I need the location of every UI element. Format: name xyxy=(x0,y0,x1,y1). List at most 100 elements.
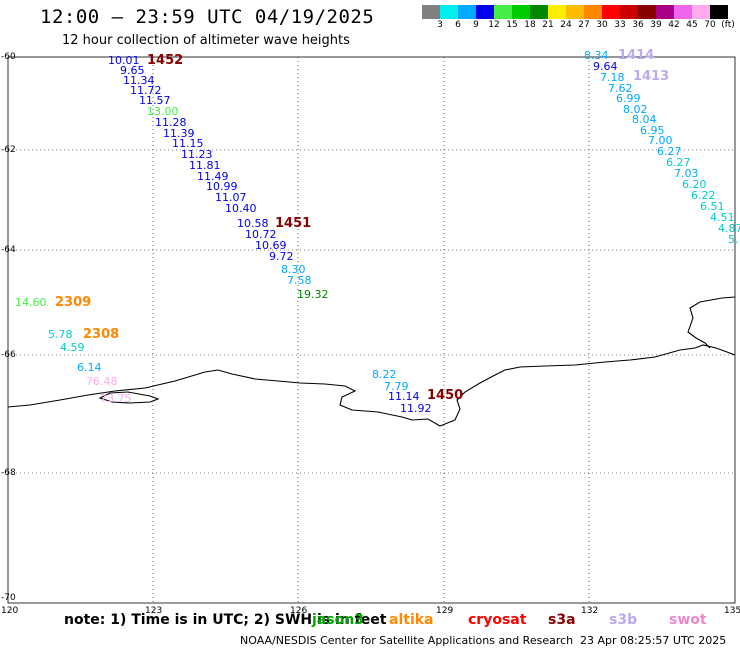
observation: 11.92 xyxy=(400,402,432,415)
observation: 6.27 xyxy=(666,156,691,169)
scale-label: 33 xyxy=(614,20,626,30)
scale-label: 27 xyxy=(578,20,590,30)
scale-swatch xyxy=(602,5,620,19)
observation: 10.01 xyxy=(108,54,140,67)
observation: 13.00 xyxy=(147,105,179,118)
observation: 6.20 xyxy=(682,178,707,191)
map-frame xyxy=(7,56,736,604)
observation: 11.14 xyxy=(388,390,420,403)
observation: 11.34 xyxy=(123,74,155,87)
scale-swatch xyxy=(692,5,710,19)
lon-label: 120 xyxy=(1,606,19,616)
lat-label: -66 xyxy=(1,350,16,360)
legend-jason3: jason3 xyxy=(312,612,364,628)
observation: 5.78 xyxy=(48,328,73,341)
scale-label: 12 xyxy=(488,20,500,30)
lat-label: -68 xyxy=(1,468,16,478)
lat-label: -62 xyxy=(1,145,16,155)
scale-label: 21 xyxy=(542,20,554,30)
observation: 11.23 xyxy=(181,148,213,161)
observation: 6.99 xyxy=(616,92,641,105)
scale-label: 42 xyxy=(668,20,680,30)
observation: 10.58 xyxy=(237,217,269,230)
pass-label: 2308 xyxy=(83,327,120,342)
observation: 11.72 xyxy=(130,84,162,97)
scale-label: 70 xyxy=(704,20,716,30)
scale-swatch xyxy=(422,5,440,19)
scale-swatch xyxy=(674,5,692,19)
scale-label: 15 xyxy=(506,20,518,30)
observation: 6.14 xyxy=(77,361,102,374)
scale-swatch xyxy=(656,5,674,19)
scale-label: (ft) xyxy=(721,20,735,30)
lat-label: -60 xyxy=(1,52,16,62)
lon-label: 135 xyxy=(724,606,740,616)
scale-swatch xyxy=(440,5,458,19)
observation: 8.34 xyxy=(584,49,609,62)
scale-label: 6 xyxy=(455,20,461,30)
observation: 4.51 xyxy=(710,211,735,224)
pass-label: 1451 xyxy=(275,216,312,231)
legend-s3a: s3a xyxy=(548,612,576,628)
scale-swatch xyxy=(530,5,548,19)
lat-label: -64 xyxy=(1,245,16,255)
scale-swatch xyxy=(512,5,530,19)
observation: 7.03 xyxy=(674,167,699,180)
observation: 4.87 xyxy=(718,222,740,235)
observation: 6.95 xyxy=(640,124,665,137)
observation: 7.62 xyxy=(608,82,633,95)
units-note: note: 1) Time is in UTC; 2) SWH is in fe… xyxy=(64,612,387,628)
scale-label: 9 xyxy=(473,20,479,30)
observation: 11.81 xyxy=(189,159,221,172)
page-title: 12:00 — 23:59 UTC 04/19/2025 xyxy=(40,6,375,28)
scale-label: 18 xyxy=(524,20,536,30)
scale-swatch xyxy=(638,5,656,19)
pass-label: 1414 xyxy=(618,48,655,63)
lon-label: 123 xyxy=(145,606,163,616)
pass-label: 1452 xyxy=(147,53,184,68)
lat-label: -70 xyxy=(1,593,16,603)
coastline xyxy=(7,296,736,427)
observation: 6.22 xyxy=(691,189,716,202)
legend-swot: swot xyxy=(669,612,707,628)
scale-label: 39 xyxy=(650,20,662,30)
scale-label: 45 xyxy=(686,20,698,30)
legend-s3b: s3b xyxy=(609,612,638,628)
observation: 8.30 xyxy=(281,263,306,276)
observation: 8.22 xyxy=(372,368,397,381)
observation: 4.59 xyxy=(60,341,85,354)
observation: 11.57 xyxy=(139,94,171,107)
observation: 7.00 xyxy=(648,134,673,147)
observation: 76.48 xyxy=(86,375,118,388)
scale-swatch xyxy=(710,5,728,19)
observation: 11.15 xyxy=(172,137,204,150)
page-subtitle: 12 hour collection of altimeter wave hei… xyxy=(62,33,350,48)
coastline-main xyxy=(7,344,736,427)
pass-label: 1413 xyxy=(633,69,670,84)
legend-cryosat: cryosat xyxy=(468,612,527,628)
observation: 11.39 xyxy=(163,127,195,140)
scale-swatch xyxy=(476,5,494,19)
observation: 10.69 xyxy=(255,239,287,252)
observation: 19.32 xyxy=(297,288,329,301)
scale-label: 36 xyxy=(632,20,644,30)
pass-label: 2309 xyxy=(55,295,92,310)
observation: 9.64 xyxy=(593,60,618,73)
observation: 7.79 xyxy=(384,380,409,393)
observation: 7.18 xyxy=(600,71,625,84)
graticule xyxy=(8,57,735,603)
observation: 10.99 xyxy=(206,180,238,193)
lon-label: 126 xyxy=(290,606,308,616)
credit-line: NOAA/NESDIS Center for Satellite Applica… xyxy=(240,634,574,647)
scale-swatch xyxy=(494,5,512,19)
observation: 8.04 xyxy=(632,113,657,126)
scale-swatch xyxy=(548,5,566,19)
scale-swatch xyxy=(566,5,584,19)
observation: 5. xyxy=(728,233,739,246)
scale-label: 3 xyxy=(437,20,443,30)
legend-altika: altika xyxy=(389,612,434,628)
scale-label: 30 xyxy=(596,20,608,30)
scale-swatch xyxy=(458,5,476,19)
observation: 73.75 xyxy=(100,392,132,405)
